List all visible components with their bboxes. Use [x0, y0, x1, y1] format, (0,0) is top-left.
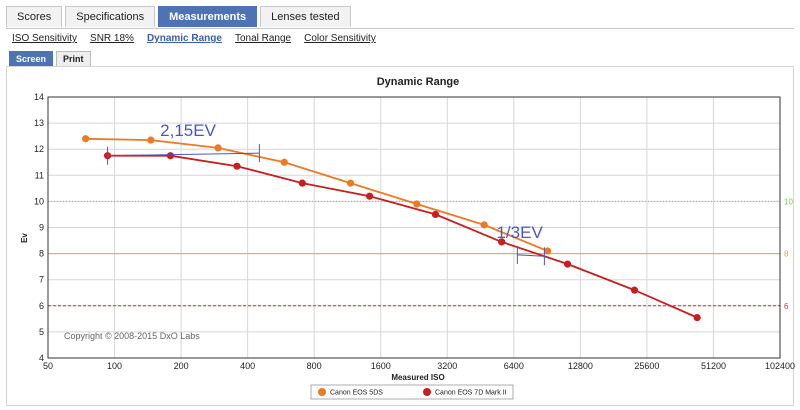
- dynamic-range-chart: Dynamic Range 10 8 6 50 100 200 400 800 1600 320…: [20, 76, 795, 400]
- data-point[interactable]: [431, 210, 440, 219]
- tab-divider: [6, 28, 794, 29]
- x-tick-label: 400: [240, 361, 255, 371]
- legend-label-7d-mark-ii[interactable]: Canon EOS 7D Mark II: [435, 390, 507, 397]
- tab-lenses-tested[interactable]: Lenses tested: [260, 6, 351, 27]
- subnav-tonal-range[interactable]: Tonal Range: [234, 33, 292, 44]
- series-line: [85, 137, 548, 252]
- legend-swatch-5ds[interactable]: [318, 388, 326, 396]
- x-tick-label: 800: [307, 361, 322, 371]
- y-tick-label: 13: [34, 118, 44, 128]
- subnav-dynamic-range[interactable]: Dynamic Range: [146, 33, 222, 44]
- data-point[interactable]: [480, 221, 488, 229]
- series-line: [107, 154, 698, 319]
- data-point[interactable]: [166, 152, 175, 160]
- measurement-tabs: Scores Specifications Measurements Lense…: [6, 6, 354, 28]
- subnav-snr-18[interactable]: SNR 18%: [90, 33, 134, 44]
- screen-mode-button[interactable]: Screen: [9, 51, 54, 67]
- x-axis-ticks: 50 100 200 400 800 1600 3200 6400 12800 25600 5120…: [43, 361, 795, 371]
- reference-label-10: 10: [784, 197, 793, 206]
- data-point[interactable]: [147, 136, 155, 144]
- measurement-subnav: ISO Sensitivity SNR 18% Dynamic Range To…: [12, 33, 389, 44]
- x-tick-label: 1600: [371, 361, 391, 371]
- measurement-span: [517, 254, 545, 257]
- data-point[interactable]: [544, 247, 552, 255]
- y-axis-ticks: 4 5 6 7 8 9 10 11 12 13 14: [34, 92, 44, 363]
- data-point[interactable]: [630, 286, 639, 294]
- data-point[interactable]: [366, 192, 374, 200]
- y-tick-label: 12: [34, 144, 44, 154]
- tab-specifications[interactable]: Specifications: [65, 6, 156, 27]
- data-point[interactable]: [214, 144, 222, 152]
- data-point[interactable]: [413, 200, 421, 208]
- data-point[interactable]: [498, 238, 506, 246]
- legend-box: [310, 384, 514, 400]
- series-canon-eos-7d-mark-ii: [103, 152, 701, 322]
- reference-label-6: 6: [784, 302, 789, 311]
- legend-swatch-7d-mark-ii[interactable]: [423, 388, 431, 396]
- chart-series: [82, 135, 701, 322]
- y-tick-label: 14: [34, 92, 44, 102]
- x-tick-label: 100: [107, 361, 122, 371]
- data-point[interactable]: [693, 313, 701, 322]
- measurement-markers: [107, 144, 545, 266]
- data-point[interactable]: [298, 179, 306, 187]
- print-mode-button[interactable]: Print: [56, 51, 91, 67]
- reference-lines: 10 8 6: [48, 197, 793, 311]
- y-tick-label: 7: [39, 275, 44, 285]
- tab-measurements[interactable]: Measurements: [158, 6, 258, 27]
- chart-legend: Canon EOS 5DS Canon EOS 7D Mark II: [310, 384, 514, 400]
- data-point[interactable]: [280, 158, 288, 166]
- plot-area-frame: [47, 96, 781, 359]
- y-tick-label: 10: [34, 196, 44, 206]
- y-tick-label: 9: [39, 223, 44, 233]
- ev-annotation: 1/3EV: [496, 223, 543, 242]
- chart-title: Dynamic Range: [377, 76, 460, 88]
- measurement-span: [107, 152, 260, 157]
- chart-annotations: 2,15EV 1/3EV: [160, 121, 543, 242]
- dynamic-range-chart-panel: Dynamic Range 10 8 6 50 100 200 400 800 1600 320…: [6, 66, 795, 406]
- copyright-text: Copyright © 2008-2015 DxO Labs: [64, 331, 200, 341]
- x-axis-label: Measured ISO: [391, 373, 444, 382]
- y-tick-label: 5: [39, 327, 44, 337]
- y-tick-label: 11: [35, 170, 44, 180]
- y-axis-label: Ev: [20, 233, 29, 243]
- x-tick-label: 51200: [701, 361, 726, 371]
- x-tick-label: 50: [43, 361, 53, 371]
- subnav-iso-sensitivity[interactable]: ISO Sensitivity: [12, 33, 78, 44]
- tab-scores[interactable]: Scores: [6, 6, 63, 27]
- y-tick-label: 4: [39, 353, 44, 363]
- reference-label-8: 8: [784, 250, 789, 259]
- x-tick-label: 12800: [568, 361, 593, 371]
- legend-label-5ds[interactable]: Canon EOS 5DS: [330, 390, 383, 397]
- data-point[interactable]: [82, 135, 90, 143]
- data-point[interactable]: [346, 179, 355, 187]
- x-tick-label: 25600: [634, 361, 659, 371]
- view-mode-toggle: Screen Print: [9, 51, 94, 67]
- x-tick-label: 6400: [504, 361, 524, 371]
- x-tick-label: 3200: [437, 361, 457, 371]
- x-tick-label: 200: [174, 361, 189, 371]
- y-tick-label: 8: [39, 249, 44, 259]
- ev-annotation: 2,15EV: [160, 121, 216, 140]
- chart-grid: [47, 96, 781, 359]
- data-point[interactable]: [233, 162, 241, 170]
- data-point[interactable]: [563, 260, 572, 268]
- series-canon-eos-5ds: [82, 135, 552, 255]
- x-tick-label: 102400: [765, 361, 795, 371]
- subnav-color-sensitivity[interactable]: Color Sensitivity: [304, 33, 376, 44]
- y-tick-label: 6: [39, 301, 44, 311]
